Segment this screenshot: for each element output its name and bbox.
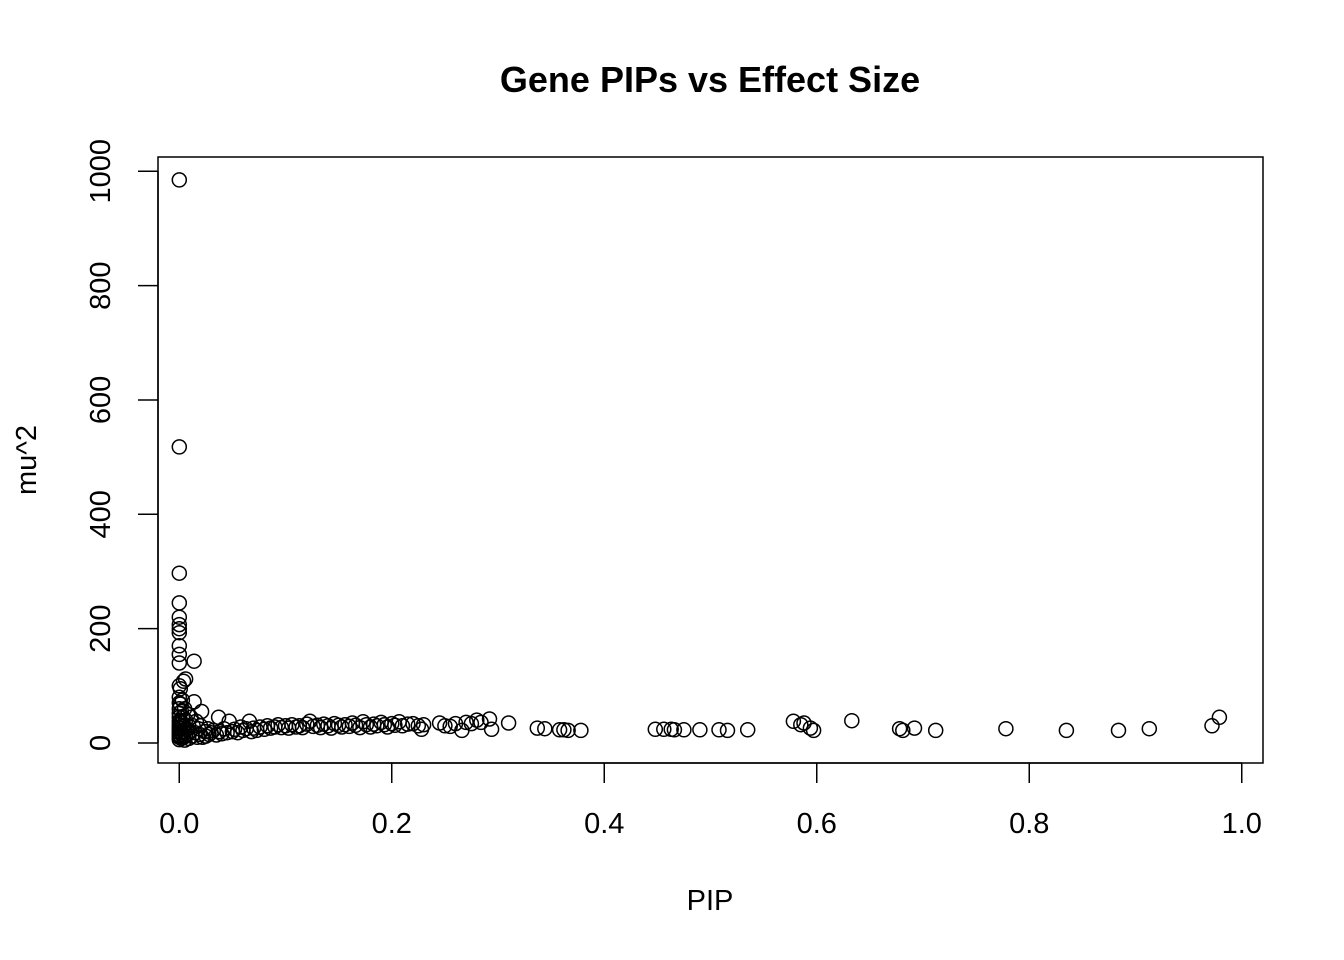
y-axis-label: mu^2 [11, 425, 43, 495]
data-point [384, 715, 400, 732]
y-tick-label: 0 [85, 735, 117, 751]
data-point [473, 714, 489, 731]
y-tick-label: 1000 [85, 139, 117, 204]
data-point [256, 721, 273, 738]
data-point [171, 624, 188, 641]
data-point [529, 720, 546, 736]
data-point [399, 716, 416, 732]
data-point [171, 655, 188, 671]
chart-title: Gene PIPs vs Effect Size [500, 59, 920, 100]
data-point [174, 692, 191, 708]
data-point [537, 720, 553, 737]
data-point [175, 673, 192, 689]
data-point [656, 721, 672, 738]
data-point [387, 717, 403, 734]
data-point [243, 723, 260, 740]
x-tick-label: 0.4 [584, 808, 624, 840]
data-point [177, 671, 194, 687]
data-point [573, 722, 589, 739]
data-point [186, 694, 202, 710]
data-point [171, 172, 188, 188]
data-point [895, 722, 911, 739]
data-point [201, 726, 217, 743]
x-axis: 0.0 0.2 0.4 0.6 0.8 1.0 [159, 762, 1262, 840]
data-point [458, 714, 474, 731]
x-tick-label: 1.0 [1222, 808, 1262, 840]
data-point [844, 712, 860, 729]
y-tick-label: 200 [85, 604, 117, 652]
data-point [171, 646, 188, 663]
data-point [171, 616, 188, 633]
y-tick-label: 400 [85, 490, 117, 538]
data-points [171, 172, 1228, 748]
data-point [647, 721, 664, 738]
data-point [711, 722, 727, 738]
data-point [226, 721, 243, 738]
data-point [739, 722, 756, 738]
data-point [369, 718, 385, 734]
data-point [437, 718, 453, 734]
data-point [1058, 722, 1075, 739]
y-axis: 0 200 400 600 800 1000 [85, 139, 159, 751]
data-point [341, 718, 358, 735]
data-point [171, 595, 188, 611]
data-point [666, 722, 683, 738]
data-point [1204, 718, 1220, 734]
data-point [211, 723, 228, 740]
data-point [415, 716, 432, 733]
data-point [1110, 722, 1127, 739]
data-point [719, 722, 736, 739]
data-point [219, 724, 235, 741]
data-point [171, 638, 188, 654]
data-point [927, 722, 944, 739]
x-tick-label: 0.8 [1009, 808, 1049, 840]
data-point [998, 720, 1014, 737]
x-tick-label: 0.6 [797, 808, 837, 840]
y-tick-label: 800 [85, 261, 117, 309]
x-tick-label: 0.0 [159, 808, 199, 840]
data-point [171, 620, 188, 637]
data-point [376, 716, 393, 733]
data-point [171, 439, 188, 455]
data-point [785, 713, 802, 730]
data-point [891, 720, 908, 737]
data-point [906, 720, 923, 736]
data-point [676, 722, 692, 738]
data-point [481, 711, 498, 727]
x-axis-label: PIP [687, 885, 734, 917]
data-point [171, 609, 188, 625]
data-point [560, 722, 576, 739]
data-point [312, 719, 329, 736]
data-point [551, 722, 568, 738]
data-point [410, 718, 427, 734]
data-point [802, 720, 819, 736]
data-point [793, 716, 809, 733]
data-point [1211, 709, 1228, 726]
data-point [171, 565, 188, 581]
data-point [1141, 720, 1158, 737]
data-point [172, 680, 189, 697]
y-tick-label: 600 [85, 376, 117, 424]
data-point [483, 721, 500, 738]
x-tick-label: 0.2 [372, 808, 412, 840]
data-point [805, 722, 822, 739]
data-point [500, 715, 517, 731]
data-point [186, 653, 202, 669]
data-point [193, 703, 210, 720]
data-point [692, 722, 708, 738]
plot-frame [157, 156, 1264, 764]
